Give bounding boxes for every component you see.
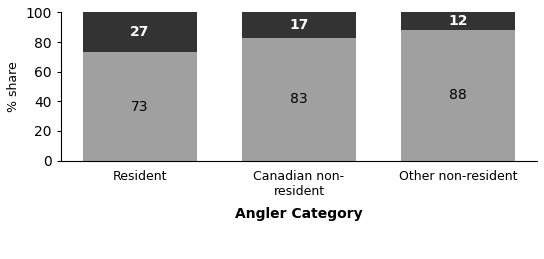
- Text: 27: 27: [130, 25, 150, 39]
- Text: 83: 83: [290, 92, 308, 106]
- X-axis label: Angler Category: Angler Category: [235, 207, 363, 221]
- Text: 17: 17: [289, 18, 308, 32]
- Bar: [401, 12, 515, 30]
- Bar: [83, 52, 197, 161]
- Text: 12: 12: [448, 14, 468, 28]
- Bar: [242, 12, 356, 38]
- Bar: [401, 30, 515, 161]
- Text: 73: 73: [131, 99, 149, 113]
- Bar: [242, 38, 356, 161]
- Text: 88: 88: [449, 88, 467, 102]
- Bar: [83, 12, 197, 52]
- Y-axis label: % share: % share: [7, 61, 20, 112]
